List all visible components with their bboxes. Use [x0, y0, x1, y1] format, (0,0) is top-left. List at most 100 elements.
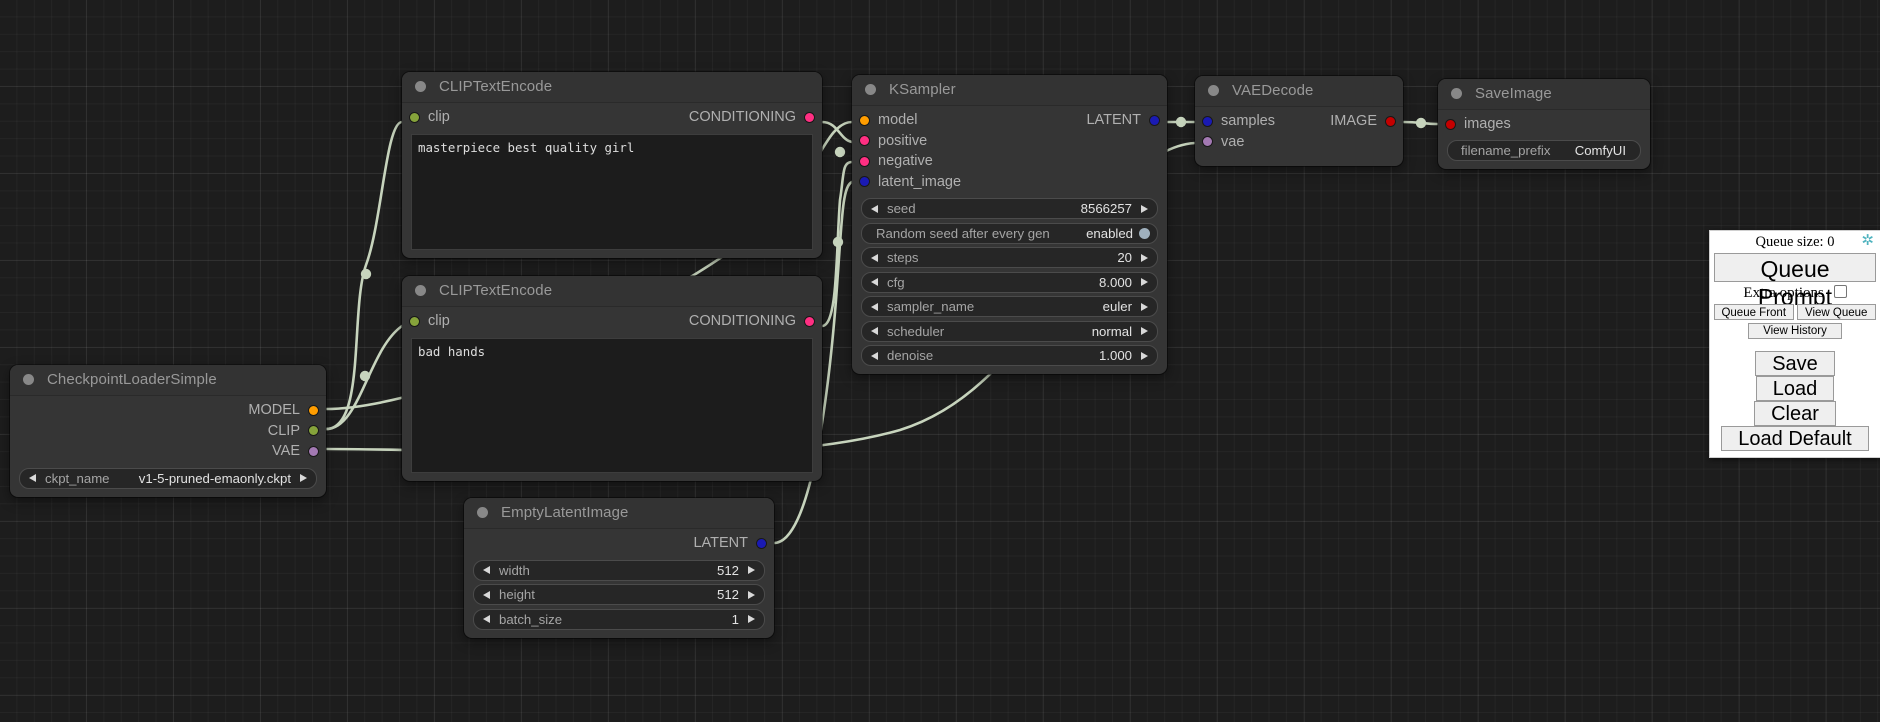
input-slot-samples[interactable]: samples — [1195, 111, 1275, 132]
collapse-dot-icon[interactable] — [1208, 84, 1219, 96]
comfy-control-panel[interactable]: Queue size: 0 ✲ Queue Prompt Extra optio… — [1709, 230, 1880, 458]
decrement-arrow-icon[interactable] — [871, 302, 878, 311]
decrement-arrow-icon[interactable] — [871, 278, 878, 286]
input-port-dot[interactable] — [1203, 137, 1212, 147]
extra-options-checkbox[interactable] — [1833, 285, 1847, 298]
collapse-dot-icon[interactable] — [477, 506, 488, 518]
decrement-arrow-icon[interactable] — [483, 615, 490, 623]
queue-prompt-button[interactable]: Queue Prompt — [1714, 253, 1876, 310]
output-port-dot[interactable] — [757, 538, 766, 548]
node-title-bar[interactable]: KSampler — [852, 75, 1167, 106]
widget-denoise[interactable]: denoise 1.000 — [861, 345, 1158, 366]
widget-random-seed-toggle[interactable]: Random seed after every gen enabled — [861, 222, 1158, 244]
input-slot-positive[interactable]: positive — [852, 131, 1167, 152]
output-port-dot[interactable] — [1386, 116, 1395, 126]
output-slot-conditioning[interactable]: CONDITIONING — [689, 311, 822, 332]
increment-arrow-icon[interactable] — [1141, 302, 1148, 311]
increment-arrow-icon[interactable] — [1141, 351, 1148, 360]
decrement-arrow-icon[interactable] — [871, 351, 878, 360]
widget-cfg[interactable]: cfg 8.000 — [861, 271, 1158, 293]
input-slot-clip[interactable]: clip — [402, 311, 450, 332]
node-ksampler[interactable]: KSampler model LATENT positive negat — [852, 75, 1167, 374]
widget-ckpt-name[interactable]: ckpt_name v1-5-pruned-emaonly.ckpt — [19, 467, 317, 489]
input-port-dot[interactable] — [860, 136, 869, 146]
view-history-button[interactable]: View History — [1748, 323, 1842, 339]
output-port-dot[interactable] — [805, 112, 814, 122]
collapse-dot-icon[interactable] — [415, 80, 426, 92]
output-port-dot[interactable] — [1150, 115, 1159, 125]
output-slot-latent[interactable]: LATENT — [1086, 110, 1167, 131]
input-port-dot[interactable] — [860, 177, 869, 187]
save-button[interactable]: Save — [1755, 351, 1835, 376]
node-emptylatentimage[interactable]: EmptyLatentImage LATENT width 512 height… — [464, 498, 774, 638]
output-slot-latent[interactable]: LATENT — [464, 533, 774, 554]
input-slot-model[interactable]: model — [852, 110, 918, 131]
widget-steps[interactable]: steps 20 — [861, 247, 1158, 268]
decrement-arrow-icon[interactable] — [483, 566, 490, 574]
input-slot-images[interactable]: images — [1438, 114, 1650, 135]
collapse-dot-icon[interactable] — [415, 284, 426, 296]
output-slot-clip[interactable]: CLIP — [10, 421, 326, 442]
node-title-bar[interactable]: CLIPTextEncode — [402, 276, 822, 307]
increment-arrow-icon[interactable] — [1141, 204, 1148, 213]
view-queue-button[interactable]: View Queue — [1796, 304, 1876, 320]
extra-options-row[interactable]: Extra options — [1710, 282, 1880, 304]
node-title-bar[interactable]: SaveImage — [1438, 79, 1650, 110]
widget-height[interactable]: height 512 — [473, 584, 765, 605]
decrement-arrow-icon[interactable] — [871, 204, 878, 213]
node-checkpointloadersimple[interactable]: CheckpointLoaderSimple MODEL CLIP VAE ck… — [10, 365, 326, 497]
widget-sampler-name[interactable]: sampler_name euler — [861, 296, 1158, 317]
gear-icon[interactable]: ✲ — [1861, 233, 1874, 249]
node-cliptextencode-positive[interactable]: CLIPTextEncode clip CONDITIONING masterp… — [402, 72, 822, 258]
decrement-arrow-icon[interactable] — [29, 474, 36, 482]
input-port-dot[interactable] — [860, 156, 869, 166]
output-port-dot[interactable] — [309, 405, 318, 415]
input-slot-clip[interactable]: clip — [402, 107, 450, 128]
collapse-dot-icon[interactable] — [23, 373, 34, 385]
node-title-bar[interactable]: VAEDecode — [1195, 76, 1403, 107]
decrement-arrow-icon[interactable] — [871, 327, 878, 335]
increment-arrow-icon[interactable] — [300, 474, 307, 482]
input-port-dot[interactable] — [410, 316, 419, 326]
load-default-button[interactable]: Load Default — [1721, 426, 1869, 451]
input-slot-negative[interactable]: negative — [852, 151, 1167, 172]
widget-scheduler[interactable]: scheduler normal — [861, 320, 1158, 342]
output-port-dot[interactable] — [805, 316, 814, 326]
output-slot-vae[interactable]: VAE — [10, 441, 326, 462]
increment-arrow-icon[interactable] — [1141, 253, 1148, 262]
clear-button[interactable]: Clear — [1754, 401, 1836, 426]
input-port-dot[interactable] — [860, 115, 869, 125]
decrement-arrow-icon[interactable] — [483, 590, 490, 599]
output-slot-conditioning[interactable]: CONDITIONING — [689, 107, 822, 128]
toggle-knob-icon[interactable] — [1139, 227, 1150, 239]
widget-filename-prefix[interactable]: filename_prefix ComfyUI — [1447, 139, 1641, 161]
input-slot-latent-image[interactable]: latent_image — [852, 172, 1167, 193]
widget-width[interactable]: width 512 — [473, 559, 765, 581]
output-slot-model[interactable]: MODEL — [10, 400, 326, 421]
collapse-dot-icon[interactable] — [865, 83, 876, 95]
widget-batch-size[interactable]: batch_size 1 — [473, 608, 765, 630]
node-title-bar[interactable]: CheckpointLoaderSimple — [10, 365, 326, 396]
node-cliptextencode-negative[interactable]: CLIPTextEncode clip CONDITIONING bad han… — [402, 276, 822, 481]
prompt-textarea[interactable]: bad hands — [411, 338, 813, 473]
queue-front-button[interactable]: Queue Front — [1714, 304, 1794, 320]
decrement-arrow-icon[interactable] — [871, 253, 878, 262]
node-title-bar[interactable]: CLIPTextEncode — [402, 72, 822, 103]
increment-arrow-icon[interactable] — [1141, 278, 1148, 286]
node-vaedecode[interactable]: VAEDecode samples IMAGE vae — [1195, 76, 1403, 166]
increment-arrow-icon[interactable] — [748, 566, 755, 574]
input-port-dot[interactable] — [1203, 116, 1212, 126]
input-port-dot[interactable] — [1446, 119, 1455, 129]
input-port-dot[interactable] — [410, 112, 419, 122]
increment-arrow-icon[interactable] — [748, 615, 755, 623]
increment-arrow-icon[interactable] — [748, 590, 755, 599]
output-port-dot[interactable] — [309, 446, 318, 456]
output-slot-image[interactable]: IMAGE — [1330, 111, 1403, 132]
load-button[interactable]: Load — [1755, 376, 1835, 401]
input-slot-vae[interactable]: vae — [1195, 132, 1403, 153]
output-port-dot[interactable] — [309, 426, 318, 436]
node-saveimage[interactable]: SaveImage images filename_prefix ComfyUI — [1438, 79, 1650, 169]
prompt-textarea[interactable]: masterpiece best quality girl — [411, 134, 813, 250]
node-title-bar[interactable]: EmptyLatentImage — [464, 498, 774, 529]
